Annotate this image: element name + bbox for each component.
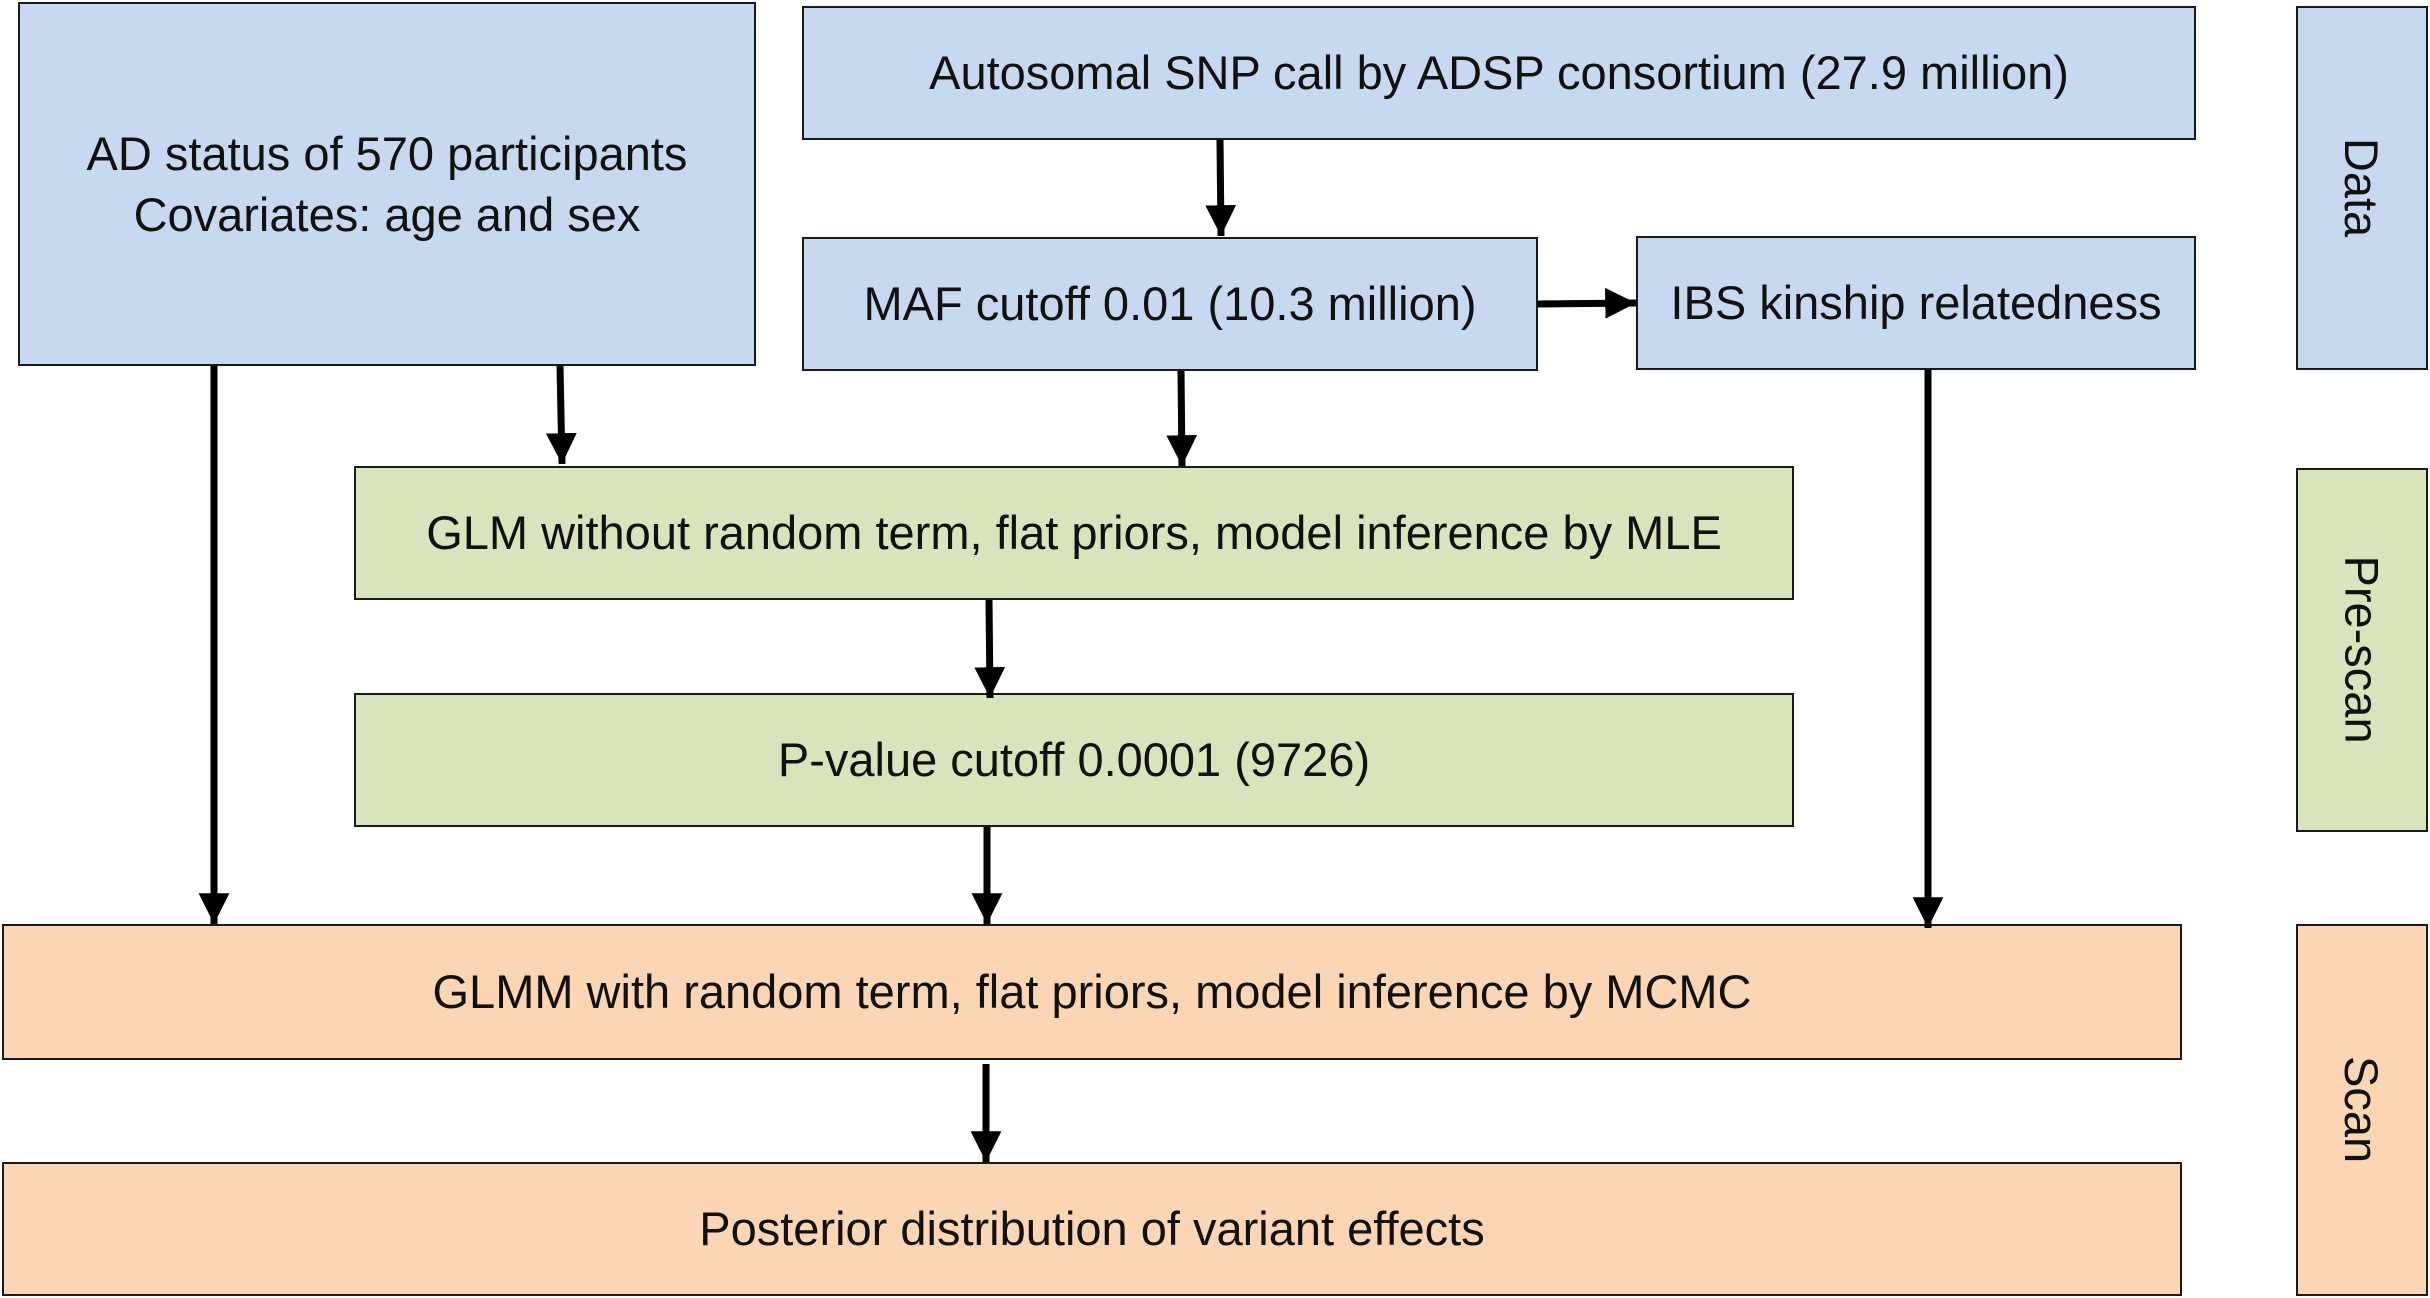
pvalue-cutoff-box: P-value cutoff 0.0001 (9726) [354,693,1794,827]
arrow-ad-to-glm [545,365,577,465]
ad-status-label: AD status of 570 participants [86,126,688,180]
glmm-box: GLMM with random term, flat priors, mode… [2,924,2182,1060]
snp-call-label: Autosomal SNP call by ADSP consortium (2… [929,46,2069,100]
glm-box: GLM without random term, flat priors, mo… [354,466,1794,600]
maf-cutoff-box: MAF cutoff 0.01 (10.3 million) [802,237,1538,371]
pvalue-cutoff-label: P-value cutoff 0.0001 (9726) [777,733,1371,787]
glmm-label: GLMM with random term, flat priors, mode… [432,965,1752,1019]
arrow-maf-to-ibs [1537,287,1637,319]
ibs-kinship-label: IBS kinship relatedness [1670,276,2162,330]
maf-cutoff-label: MAF cutoff 0.01 (10.3 million) [863,277,1477,331]
stage-prescan-label: Pre-scan [2296,468,2428,832]
glm-label: GLM without random term, flat priors, mo… [426,506,1722,560]
arrow-glm-to-pvalue [974,599,1006,699]
posterior-box: Posterior distribution of variant effect… [2,1162,2182,1296]
arrow-snp-to-maf [1205,139,1237,237]
posterior-label: Posterior distribution of variant effect… [699,1202,1485,1256]
stage-scan-label: Scan [2296,924,2428,1296]
stage-data-label: Data [2296,6,2428,370]
ibs-kinship-box: IBS kinship relatedness [1636,236,2196,370]
arrow-maf-to-glm [1166,370,1198,467]
ad-status-box: AD status of 570 participants Covariates… [18,2,756,366]
covariates-label: Covariates: age and sex [133,188,641,241]
snp-call-box: Autosomal SNP call by ADSP consortium (2… [802,6,2196,140]
